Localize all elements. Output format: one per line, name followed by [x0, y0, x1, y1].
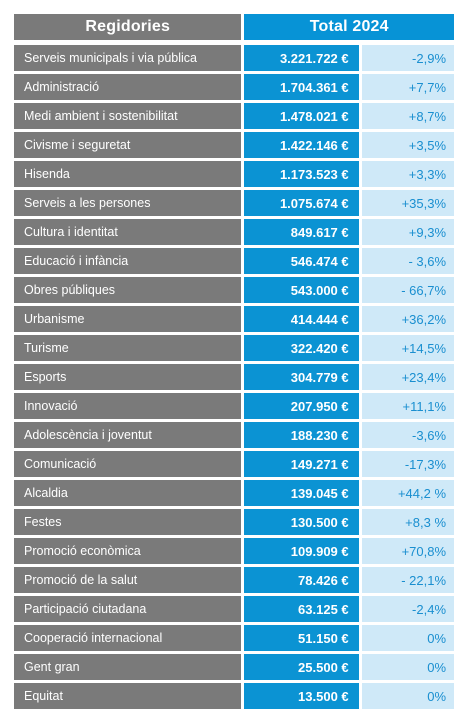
total-amount: 139.045 € — [244, 480, 359, 506]
regidoria-name: Serveis a les persones — [14, 190, 242, 216]
table-row: Participació ciutadana 63.125 € -2,4% — [14, 596, 455, 622]
total-amount: 207.950 € — [244, 393, 359, 419]
regidoria-name: Esports — [14, 364, 242, 390]
percent-change: -17,3% — [361, 451, 455, 477]
regidoria-name: Promoció de la salut — [14, 567, 242, 593]
total-amount: 3.221.722 € — [244, 45, 359, 71]
total-amount: 543.000 € — [244, 277, 359, 303]
total-amount: 304.779 € — [244, 364, 359, 390]
percent-change: +23,4% — [361, 364, 455, 390]
total-amount: 25.500 € — [244, 654, 359, 680]
regidoria-name: Equitat — [14, 683, 242, 709]
regidoria-name: Gent gran — [14, 654, 242, 680]
table-row: Adolescència i joventut 188.230 € -3,6% — [14, 422, 455, 448]
total-amount: 1.075.674 € — [244, 190, 359, 216]
table-header: Regidories Total 2024 — [14, 14, 455, 40]
table-row: Cultura i identitat 849.617 € +9,3% — [14, 219, 455, 245]
regidoria-name: Alcaldia — [14, 480, 242, 506]
table-row: Educació i infància 546.474 € - 3,6% — [14, 248, 455, 274]
total-amount: 51.150 € — [244, 625, 359, 651]
total-amount: 414.444 € — [244, 306, 359, 332]
budget-table: Regidories Total 2024 Serveis municipals… — [14, 14, 455, 712]
percent-change: 0% — [361, 625, 455, 651]
total-amount: 1.173.523 € — [244, 161, 359, 187]
table-row: Cooperació internacional 51.150 €0% — [14, 625, 455, 651]
table-row: Administració 1.704.361 € +7,7% — [14, 74, 455, 100]
table-row: Festes 130.500 € +8,3 % — [14, 509, 455, 535]
total-amount: 1.422.146 € — [244, 132, 359, 158]
table-row: Urbanisme 414.444 € +36,2% — [14, 306, 455, 332]
total-amount: 322.420 € — [244, 335, 359, 361]
total-amount: 546.474 € — [244, 248, 359, 274]
table-row: Esports 304.779 € +23,4% — [14, 364, 455, 390]
percent-change: +7,7% — [361, 74, 455, 100]
percent-change: +11,1% — [361, 393, 455, 419]
table-row: Obres públiques 543.000 € - 66,7% — [14, 277, 455, 303]
regidoria-name: Educació i infància — [14, 248, 242, 274]
regidoria-name: Participació ciutadana — [14, 596, 242, 622]
regidoria-name: Comunicació — [14, 451, 242, 477]
table-row: Promoció econòmica 109.909 € +70,8% — [14, 538, 455, 564]
percent-change: +36,2% — [361, 306, 455, 332]
table-row: Gent gran 25.500 €0% — [14, 654, 455, 680]
total-amount: 13.500 € — [244, 683, 359, 709]
table-row: Serveis a les persones 1.075.674 € +35,3% — [14, 190, 455, 216]
percent-change: -2,4% — [361, 596, 455, 622]
percent-change: +70,8% — [361, 538, 455, 564]
table-row: Equitat 13.500 €0% — [14, 683, 455, 709]
regidoria-name: Innovació — [14, 393, 242, 419]
total-amount: 149.271 € — [244, 451, 359, 477]
regidoria-name: Urbanisme — [14, 306, 242, 332]
total-amount: 1.704.361 € — [244, 74, 359, 100]
table-row: Alcaldia 139.045 € +44,2 % — [14, 480, 455, 506]
regidoria-name: Civisme i seguretat — [14, 132, 242, 158]
table-row: Medi ambient i sostenibilitat 1.478.021 €… — [14, 103, 455, 129]
regidoria-name: Cultura i identitat — [14, 219, 242, 245]
percent-change: - 66,7% — [361, 277, 455, 303]
percent-change: - 22,1% — [361, 567, 455, 593]
regidoria-name: Cooperació internacional — [14, 625, 242, 651]
percent-change: +35,3% — [361, 190, 455, 216]
table-body: Serveis municipals i via pública 3.221.72… — [14, 45, 455, 709]
regidoria-name: Medi ambient i sostenibilitat — [14, 103, 242, 129]
total-amount: 63.125 € — [244, 596, 359, 622]
percent-change: 0% — [361, 654, 455, 680]
table-row: Comunicació 149.271 € -17,3% — [14, 451, 455, 477]
percent-change: +9,3% — [361, 219, 455, 245]
percent-change: 0% — [361, 683, 455, 709]
total-amount: 188.230 € — [244, 422, 359, 448]
percent-change: -2,9% — [361, 45, 455, 71]
table-row: Serveis municipals i via pública 3.221.72… — [14, 45, 455, 71]
regidoria-name: Adolescència i joventut — [14, 422, 242, 448]
percent-change: +3,5% — [361, 132, 455, 158]
regidoria-name: Turisme — [14, 335, 242, 361]
table-row: Civisme i seguretat 1.422.146 € +3,5% — [14, 132, 455, 158]
total-amount: 130.500 € — [244, 509, 359, 535]
total-amount: 109.909 € — [244, 538, 359, 564]
percent-change: +44,2 % — [361, 480, 455, 506]
percent-change: +8,7% — [361, 103, 455, 129]
percent-change: +8,3 % — [361, 509, 455, 535]
total-amount: 849.617 € — [244, 219, 359, 245]
table-row: Hisenda 1.173.523 € +3,3% — [14, 161, 455, 187]
header-total-2024: Total 2024 — [244, 14, 455, 40]
header-regidories: Regidories — [14, 14, 242, 40]
regidoria-name: Festes — [14, 509, 242, 535]
regidoria-name: Obres públiques — [14, 277, 242, 303]
total-amount: 78.426 € — [244, 567, 359, 593]
percent-change: +3,3% — [361, 161, 455, 187]
total-amount: 1.478.021 € — [244, 103, 359, 129]
table-row: Innovació 207.950 € +11,1% — [14, 393, 455, 419]
percent-change: -3,6% — [361, 422, 455, 448]
regidoria-name: Hisenda — [14, 161, 242, 187]
percent-change: +14,5% — [361, 335, 455, 361]
percent-change: - 3,6% — [361, 248, 455, 274]
table-row: Promoció de la salut 78.426 € - 22,1% — [14, 567, 455, 593]
regidoria-name: Administració — [14, 74, 242, 100]
regidoria-name: Promoció econòmica — [14, 538, 242, 564]
table-row: Turisme 322.420 € +14,5% — [14, 335, 455, 361]
regidoria-name: Serveis municipals i via pública — [14, 45, 242, 71]
